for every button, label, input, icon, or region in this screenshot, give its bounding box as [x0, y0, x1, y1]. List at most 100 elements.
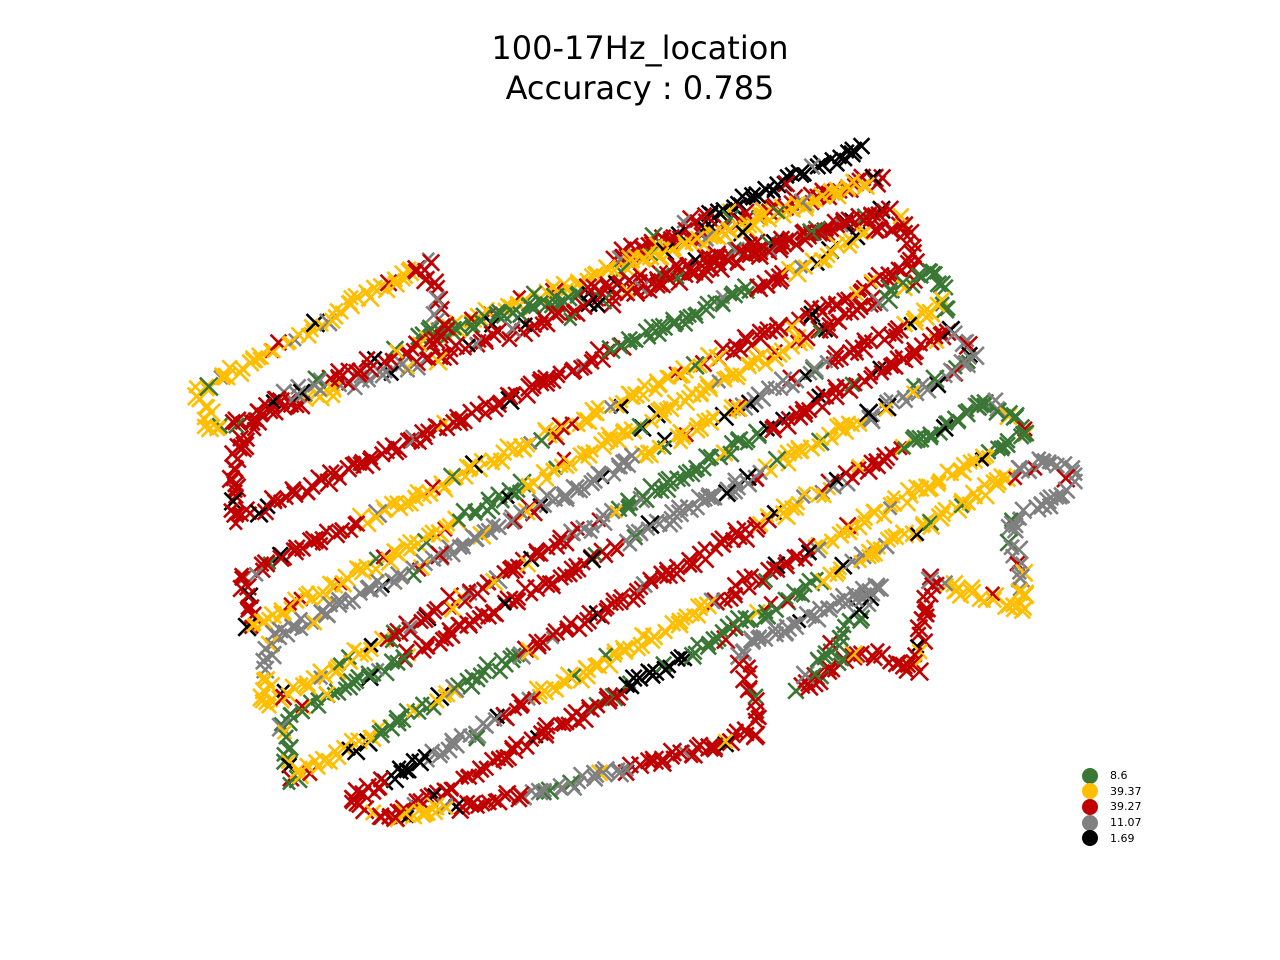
- track-point: [790, 439, 810, 459]
- track-point: [801, 222, 821, 242]
- track-point: [797, 485, 812, 501]
- track-point: [695, 412, 711, 428]
- track-point: [502, 512, 521, 531]
- track-point: [395, 803, 416, 824]
- track-point: [630, 668, 649, 688]
- track-point: [598, 687, 619, 708]
- track-point: [908, 238, 923, 253]
- legend-swatch: [1082, 767, 1098, 784]
- track-point: [887, 654, 907, 673]
- track-point: [464, 527, 485, 548]
- track-point: [552, 777, 567, 792]
- track-point: [770, 236, 789, 255]
- track-point: [614, 686, 629, 701]
- track-point: [780, 410, 797, 427]
- track-point: [536, 369, 557, 389]
- track-point: [729, 255, 746, 272]
- legend-label: 11.07: [1110, 816, 1142, 830]
- track-point: [757, 325, 772, 340]
- track-point: [536, 310, 553, 327]
- track-point: [800, 401, 818, 419]
- track-point: [776, 449, 792, 464]
- track-point: [910, 386, 925, 402]
- track-point: [558, 622, 575, 638]
- track-point: [861, 410, 881, 430]
- track-point: [480, 491, 497, 508]
- track-point: [624, 668, 643, 688]
- track-point: [281, 776, 297, 791]
- track-point: [937, 501, 953, 517]
- track-point: [385, 807, 406, 828]
- track-point: [668, 470, 687, 488]
- track-point: [1000, 518, 1019, 537]
- track-point: [644, 752, 660, 768]
- track-point: [342, 289, 359, 306]
- track-point: [768, 316, 789, 336]
- track-point: [633, 445, 650, 461]
- track-point: [692, 357, 709, 374]
- track-point: [314, 750, 334, 770]
- track-point: [1047, 488, 1065, 506]
- track-point: [736, 203, 755, 222]
- track-point: [749, 472, 765, 488]
- track-point: [876, 446, 896, 467]
- track-point: [666, 240, 683, 257]
- track-point: [820, 659, 837, 676]
- track-point: [870, 578, 890, 598]
- track-point: [740, 356, 756, 372]
- track-point: [921, 513, 940, 532]
- track-point: [677, 651, 693, 667]
- track-point: [547, 490, 564, 508]
- track-point: [765, 418, 781, 434]
- track-point: [687, 421, 706, 440]
- track-point: [989, 440, 1007, 457]
- track-point: [925, 369, 945, 389]
- track-point: [510, 790, 528, 808]
- track-point: [1006, 521, 1025, 540]
- track-point: [327, 744, 343, 759]
- track-point: [808, 667, 823, 682]
- track-point: [417, 748, 433, 764]
- track-point: [373, 722, 390, 739]
- track-point: [663, 503, 684, 524]
- track-point: [780, 594, 796, 609]
- track-point: [719, 618, 739, 638]
- track-point: [321, 463, 340, 482]
- track-point: [799, 307, 814, 322]
- track-point: [548, 537, 566, 555]
- track-point: [558, 535, 575, 552]
- track-point: [865, 503, 883, 520]
- track-point: [462, 403, 482, 423]
- track-point: [517, 502, 536, 521]
- track-point: [751, 323, 769, 341]
- track-point: [916, 632, 934, 651]
- track-point: [432, 635, 449, 652]
- track-point: [248, 566, 264, 583]
- track-point: [830, 185, 845, 200]
- track-point: [377, 280, 396, 299]
- track-point: [997, 469, 1017, 488]
- track-point: [578, 661, 595, 677]
- track-point: [443, 599, 463, 619]
- track-point: [347, 515, 363, 532]
- track-point: [388, 494, 405, 511]
- track-point: [880, 200, 900, 219]
- track-point: [306, 377, 323, 394]
- track-point: [536, 373, 556, 393]
- track-point: [235, 436, 255, 456]
- track-point: [787, 499, 805, 517]
- track-point: [707, 226, 727, 246]
- track-point: [656, 439, 673, 456]
- track-point: [684, 554, 704, 574]
- track-point: [971, 590, 989, 608]
- track-point: [313, 669, 329, 686]
- legend-entry: 39.27: [1082, 798, 1142, 815]
- track-point: [221, 359, 238, 376]
- track-point: [284, 480, 302, 499]
- track-point: [467, 725, 487, 745]
- legend-swatch: [1082, 814, 1098, 831]
- track-point: [778, 415, 798, 435]
- track-point: [474, 715, 492, 733]
- track-point: [401, 494, 420, 513]
- track-point: [461, 582, 477, 598]
